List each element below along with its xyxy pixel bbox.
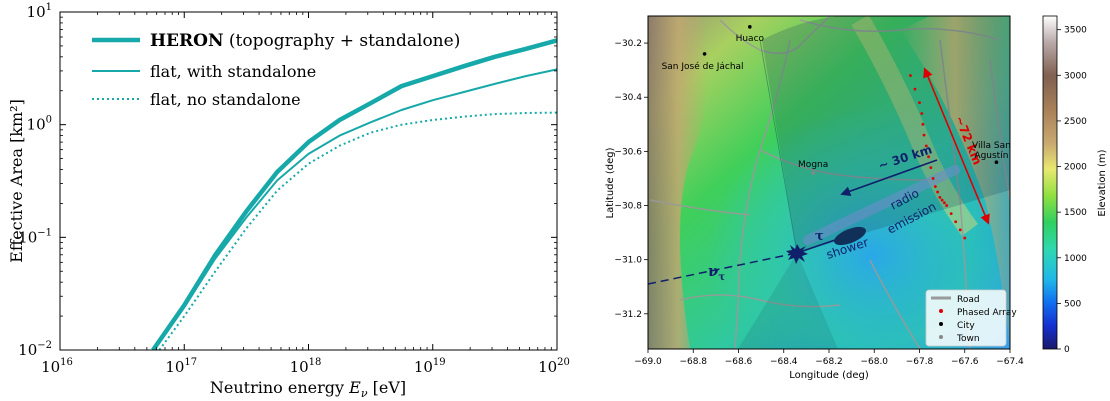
phased-array-dot	[933, 185, 937, 188]
phased-array-dot	[936, 190, 939, 194]
colorbar-tick-label: 0	[1064, 345, 1070, 355]
colorbar-tick-label: 3000	[1064, 71, 1087, 81]
phased-array-dot	[921, 122, 925, 126]
sensitivity-fan-lower	[738, 253, 838, 349]
phased-array-dot	[942, 201, 946, 205]
map-legend-box	[925, 289, 1007, 347]
map-y-tick-label: −30.8	[614, 202, 642, 212]
phased-array-dot	[938, 195, 942, 199]
map-y-tick-label: −30.6	[614, 147, 642, 157]
map-x-tick-label: −69.0	[634, 357, 662, 367]
x-tick-label: 1017	[165, 357, 197, 376]
map-legend: Road Phased Array City Town	[925, 289, 1017, 347]
map-y-tick-label: −30.4	[614, 93, 642, 103]
left-x-axis-label: Neutrino energy Eν [eV]	[210, 378, 406, 400]
phased-array-dots	[909, 74, 967, 240]
colorbar-tick-label: 1500	[1064, 208, 1087, 218]
colorbar-tick-label: 2000	[1064, 163, 1087, 173]
map-x-tick-label: −67.4	[996, 357, 1024, 367]
western-mountains	[648, 16, 708, 349]
phased-array-dot	[945, 204, 949, 207]
legend-phased-array-label: Phased Array	[957, 308, 1017, 318]
fan-edge	[759, 39, 798, 254]
x-tick-label: 1016	[41, 357, 73, 376]
colorbar-gradient	[1042, 15, 1058, 350]
x-tick-label: 1018	[290, 357, 322, 376]
map-y-tick-label: −30.2	[614, 39, 642, 49]
map-y-axis-label: Latitude (deg)	[605, 147, 616, 218]
left-legend: HERON (topography + standalone) flat, wi…	[92, 31, 460, 109]
phased-array-dot	[920, 112, 924, 115]
place-marker-1	[702, 52, 707, 56]
places: Huaco San José de Jáchal Mogna Villa San Agu…	[662, 25, 1011, 175]
tau-distance-arrow	[840, 159, 938, 197]
phased-array-dot	[949, 212, 953, 216]
phased-array-dot	[922, 133, 926, 137]
map-x-tick-label: −68.2	[815, 357, 843, 367]
map-y-tick-label: −31.0	[614, 256, 642, 266]
map-x-tick-label: −68.0	[860, 357, 888, 367]
y-tick-label: 100	[27, 115, 52, 134]
left-y-axis-label: Effective Area [km²]	[7, 99, 26, 263]
place-label-1: San José de Jáchal	[662, 61, 744, 72]
map-x-tick-label: −68.8	[679, 357, 707, 367]
phased-array-dot	[929, 166, 933, 170]
y-tick-label: 10−1	[18, 227, 52, 246]
phased-array-dot	[931, 177, 935, 180]
place-label-2: Mogna	[798, 160, 828, 170]
y-tick-label: 101	[27, 2, 52, 21]
shower-ellipse	[834, 226, 866, 246]
series-line-2	[158, 111, 557, 350]
phased-array-dot	[958, 228, 962, 232]
legend-road-label: Road	[957, 295, 980, 305]
place-label-0: Huaco	[736, 34, 765, 44]
phased-array-dot	[954, 220, 958, 224]
tau-label: τ	[815, 229, 824, 244]
place-label-3: Villa San Agustín	[972, 141, 1011, 161]
x-tick-label: 1019	[414, 357, 446, 376]
series-line-0	[151, 38, 557, 350]
colorbar-tick-label: 500	[1064, 299, 1081, 309]
legend-label-heron: HERON (topography + standalone)	[150, 31, 460, 51]
phased-array-dot	[909, 74, 912, 77]
elevation-map: ~ 30 km ~72 km τ shower radio emission ν…	[605, 15, 1024, 381]
legend-label-flat-no-standalone: flat, no standalone	[150, 90, 301, 109]
map-x-tick-label: −68.6	[725, 357, 753, 367]
legend-city-dot	[939, 322, 943, 326]
array-length-arrow	[923, 67, 990, 225]
colorbar-tick-label: 2500	[1064, 117, 1087, 127]
x-tick-label: 1020	[538, 357, 570, 376]
map-x-axis-label: Longitude (deg)	[789, 370, 869, 381]
colorbar-tick-label: 1000	[1064, 254, 1087, 264]
y-tick-label: 10−2	[18, 340, 52, 359]
legend-phased-array-dot	[939, 309, 943, 313]
phased-array-dot	[924, 144, 928, 148]
legend-town-dot	[939, 335, 943, 339]
phased-array-dot	[963, 236, 967, 240]
phased-array-dot	[913, 87, 917, 91]
colorbar-tick-label: 3500	[1064, 26, 1087, 36]
map-x-tick-label: −68.4	[770, 357, 798, 367]
nu-tau-label: ντ	[708, 262, 725, 283]
map-y-tick-label: −31.2	[614, 310, 642, 320]
interaction-star-icon	[786, 244, 808, 264]
elevation-colorbar: 0 500 1000 1500 2000 2500 3000 3500 Elevation (…	[1042, 15, 1108, 355]
legend-city-label: City	[957, 321, 975, 331]
colorbar-label: Elevation (m)	[1097, 149, 1108, 216]
series-line-1	[152, 68, 557, 350]
tau-track	[796, 239, 836, 254]
legend-label-flat-standalone: flat, with standalone	[150, 62, 316, 81]
phased-array-dot	[918, 101, 921, 105]
place-marker-0	[748, 25, 752, 29]
place-marker-2	[811, 171, 815, 175]
map-x-tick-label: −67.8	[906, 357, 934, 367]
phased-array-dot	[940, 198, 944, 202]
map-x-tick-label: −67.6	[951, 357, 979, 367]
effective-area-plot: 1016 1017 1018 1019 1020 10−2 10−1 100 101 HERON…	[7, 2, 570, 400]
place-marker-3	[994, 160, 999, 164]
legend-town-label: Town	[956, 334, 980, 344]
phased-array-dot	[927, 155, 930, 159]
